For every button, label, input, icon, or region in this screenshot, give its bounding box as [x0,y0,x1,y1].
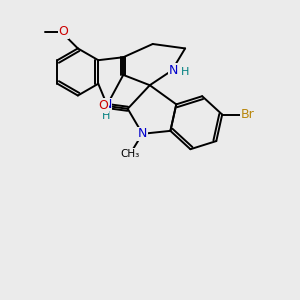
Text: O: O [58,26,68,39]
Text: O: O [58,25,68,38]
Text: Br: Br [240,108,254,121]
Text: H: H [181,67,189,77]
Text: N: N [138,127,147,140]
Text: N: N [169,64,178,77]
Text: N: N [102,98,112,111]
Text: H: H [102,111,110,121]
Text: O: O [98,99,108,112]
Text: CH₃: CH₃ [120,148,140,158]
